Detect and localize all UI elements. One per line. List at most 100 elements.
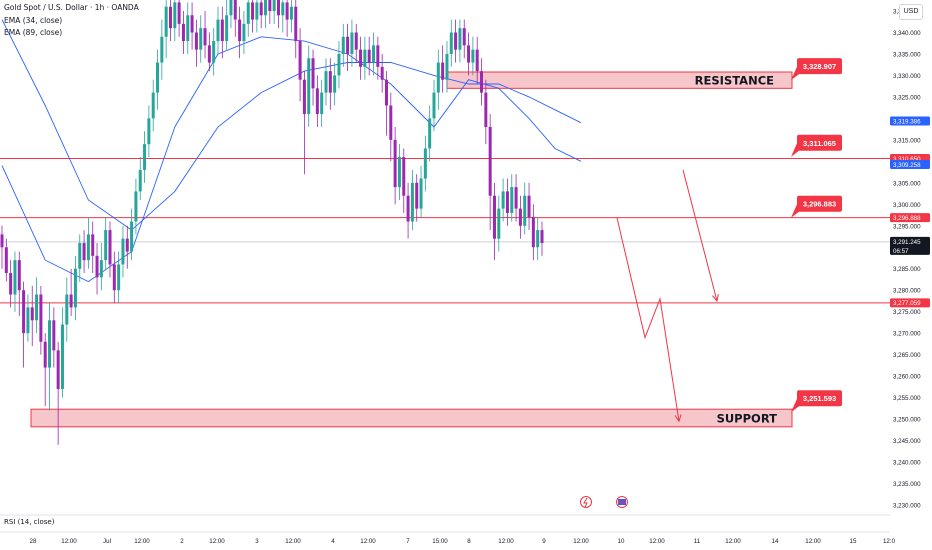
candle-body[interactable] <box>454 32 458 50</box>
candle-body[interactable] <box>346 36 350 54</box>
candle-body[interactable] <box>216 19 220 42</box>
candle-body[interactable] <box>497 208 501 239</box>
candle-body[interactable] <box>35 294 39 321</box>
candle-body[interactable] <box>268 0 272 11</box>
candle-body[interactable] <box>22 290 26 334</box>
candle-body[interactable] <box>60 324 64 390</box>
candle-body[interactable] <box>320 92 324 115</box>
candle-body[interactable] <box>125 238 129 252</box>
level-callout-box[interactable] <box>797 195 842 212</box>
candle-body[interactable] <box>445 53 449 80</box>
price-axis[interactable] <box>890 0 932 550</box>
candle-body[interactable] <box>52 320 56 351</box>
candle-body[interactable] <box>264 0 268 16</box>
candle-body[interactable] <box>48 320 52 368</box>
candle-body[interactable] <box>143 144 147 170</box>
candle-body[interactable] <box>69 294 73 308</box>
candle-body[interactable] <box>177 2 181 24</box>
candle-body[interactable] <box>302 79 306 115</box>
candle-body[interactable] <box>212 41 216 63</box>
candle-body[interactable] <box>376 45 380 67</box>
candle-body[interactable] <box>501 191 505 209</box>
candle-body[interactable] <box>156 62 160 93</box>
candle-body[interactable] <box>311 58 315 89</box>
candle-body[interactable] <box>285 2 289 20</box>
candle-body[interactable] <box>281 2 285 16</box>
candle-body[interactable] <box>492 195 496 239</box>
candle-body[interactable] <box>26 307 30 334</box>
candle-body[interactable] <box>86 234 90 261</box>
level-callout-box[interactable] <box>797 134 842 151</box>
candle-body[interactable] <box>307 58 311 115</box>
candle-body[interactable] <box>138 169 142 192</box>
candle-body[interactable] <box>449 32 453 54</box>
candle-body[interactable] <box>419 178 423 209</box>
candle-body[interactable] <box>13 260 17 295</box>
candle-body[interactable] <box>255 2 259 20</box>
candle-body[interactable] <box>4 247 8 274</box>
candle-body[interactable] <box>121 238 125 265</box>
candle-body[interactable] <box>117 264 121 291</box>
candle-body[interactable] <box>341 36 345 54</box>
candle-body[interactable] <box>328 71 332 93</box>
candle-body[interactable] <box>238 19 242 42</box>
candle-body[interactable] <box>527 195 531 218</box>
candle-body[interactable] <box>363 49 367 67</box>
candle-body[interactable] <box>523 195 527 226</box>
projection-path[interactable] <box>682 169 718 302</box>
candle-body[interactable] <box>194 32 198 50</box>
candle-body[interactable] <box>199 28 203 50</box>
candle-body[interactable] <box>73 268 77 308</box>
candle-body[interactable] <box>514 187 518 209</box>
candle-body[interactable] <box>384 79 388 106</box>
candle-body[interactable] <box>406 195 410 222</box>
candle-body[interactable] <box>410 182 414 222</box>
candle-body[interactable] <box>324 71 328 93</box>
candle-body[interactable] <box>436 62 440 93</box>
candle-body[interactable] <box>458 28 462 50</box>
candle-body[interactable] <box>402 157 406 196</box>
candle-body[interactable] <box>315 88 319 115</box>
candle-body[interactable] <box>276 0 280 16</box>
candle-body[interactable] <box>475 49 479 72</box>
candle-body[interactable] <box>95 255 99 278</box>
candle-body[interactable] <box>289 6 293 20</box>
candle-body[interactable] <box>190 15 194 33</box>
candle-body[interactable] <box>471 49 475 63</box>
candle-body[interactable] <box>168 6 172 29</box>
support-zone[interactable] <box>30 408 793 428</box>
candle-body[interactable] <box>480 71 484 93</box>
chart-legend-ema34[interactable]: EMA (34, close) <box>4 16 63 25</box>
candle-body[interactable] <box>220 19 224 42</box>
candle-body[interactable] <box>43 341 47 368</box>
candle-body[interactable] <box>134 191 138 222</box>
candle-body[interactable] <box>397 157 401 188</box>
candle-body[interactable] <box>251 2 255 20</box>
level-callout-box[interactable] <box>797 58 842 75</box>
candle-body[interactable] <box>0 234 4 248</box>
candle-body[interactable] <box>536 230 540 248</box>
candle-body[interactable] <box>393 139 397 188</box>
candle-body[interactable] <box>39 294 43 342</box>
candle-body[interactable] <box>229 0 233 16</box>
candle-body[interactable] <box>540 230 544 243</box>
currency-button[interactable]: USD <box>899 4 923 20</box>
candle-body[interactable] <box>333 75 337 93</box>
candle-body[interactable] <box>9 273 13 295</box>
candle-body[interactable] <box>337 53 341 76</box>
candle-body[interactable] <box>423 148 427 179</box>
candle-body[interactable] <box>82 242 86 261</box>
candle-body[interactable] <box>130 221 134 252</box>
candle-body[interactable] <box>207 45 211 63</box>
candle-body[interactable] <box>56 350 60 390</box>
candle-body[interactable] <box>432 92 436 119</box>
candle-body[interactable] <box>298 41 302 80</box>
candle-body[interactable] <box>350 32 354 54</box>
candle-body[interactable] <box>354 32 358 50</box>
candle-body[interactable] <box>518 208 522 226</box>
candle-body[interactable] <box>164 6 168 37</box>
candle-body[interactable] <box>462 28 466 46</box>
candle-body[interactable] <box>415 182 419 209</box>
candle-body[interactable] <box>151 92 155 119</box>
